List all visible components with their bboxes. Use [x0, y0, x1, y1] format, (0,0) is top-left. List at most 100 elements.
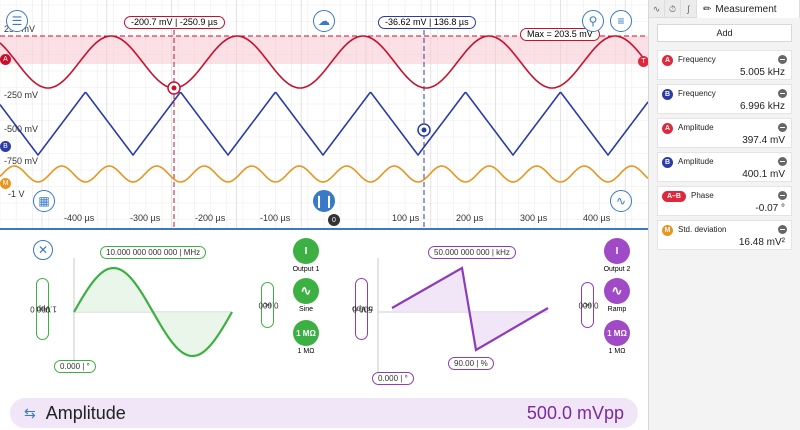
out2-power-button[interactable]: I	[604, 238, 630, 264]
out2-symmetry-field[interactable]: 90.00 | %	[448, 357, 494, 370]
measurement-item[interactable]: A Frequency 5.005 kHz	[657, 50, 792, 80]
out1-waveform	[73, 266, 233, 358]
parameter-value[interactable]: 500.0 mVpp	[526, 402, 624, 423]
out2-wave-label: Ramp	[607, 306, 627, 313]
measurement-value: 400.1 mV	[742, 169, 785, 180]
remove-measurement-icon[interactable]	[778, 123, 787, 132]
out1-impedance-button[interactable]: 1 MΩ	[293, 320, 319, 346]
ruler-icon: ✏	[703, 3, 712, 15]
channel-b-trace	[0, 91, 648, 157]
out2-waveform	[391, 266, 549, 352]
measurement-name: Frequency	[678, 55, 716, 64]
channel-m-trace	[0, 165, 648, 183]
out1-amplitude-field[interactable]: 1.000 0 | Vpp	[29, 278, 56, 340]
out2-phase-value: 0.000	[378, 374, 399, 383]
grid-icon[interactable]: ▦	[33, 190, 55, 212]
remove-measurement-icon[interactable]	[778, 191, 787, 200]
waveform-icon[interactable]: ∿	[610, 190, 632, 212]
time-label: -400 µs	[64, 213, 95, 223]
oscilloscope-display[interactable]: 250 mV -250 mV -500 mV -750 mV -1 V -400…	[0, 0, 648, 228]
measurement-value: -0.07 °	[755, 203, 785, 214]
out2-frequency-field[interactable]: 50.000 000 000 | kHz	[428, 246, 516, 259]
channel-badge: B	[662, 89, 673, 100]
tab-timer-icon[interactable]: ⏱	[665, 0, 681, 18]
remove-measurement-icon[interactable]	[778, 225, 787, 234]
out1-offset-field[interactable]: ⊻ 0.000	[257, 282, 278, 328]
measurement-value: 6.996 kHz	[739, 101, 785, 112]
out2-frequency-unit: kHz	[496, 248, 510, 257]
scope-divider	[0, 228, 648, 230]
level-label: -750 mV	[4, 156, 39, 166]
zoom-icon[interactable]: ⚲	[582, 10, 604, 32]
measurement-item[interactable]: B Frequency 6.996 kHz	[657, 84, 792, 114]
channel-badge: B	[662, 157, 673, 168]
cloud-upload-icon[interactable]: ☁	[313, 10, 335, 32]
cursor2-readout[interactable]: -36.62 mV | 136.8 µs	[378, 16, 476, 29]
out2-amplitude-field[interactable]: 500.0 | mVpp	[351, 278, 372, 340]
measurement-name: Phase	[691, 191, 714, 200]
add-measurement-button[interactable]: Add	[657, 24, 792, 42]
measurement-name: Amplitude	[678, 123, 714, 132]
measurement-value: 5.005 kHz	[739, 67, 785, 78]
measurement-name: Amplitude	[678, 157, 714, 166]
channel-b-marker[interactable]: B	[0, 141, 11, 152]
out1-phase-value: 0.000	[60, 362, 81, 371]
out2-phase-field[interactable]: 0.000 | °	[372, 372, 414, 385]
sidebar-tabs: ∿ ⏱ ∫ ✏ Measurement	[649, 0, 800, 18]
out2-offset-field[interactable]: ⊻ 0.000	[577, 282, 598, 328]
channel-a-trace	[0, 35, 648, 89]
measurement-item[interactable]: A–B Phase -0.07 °	[657, 186, 792, 216]
measurement-name: Frequency	[678, 89, 716, 98]
out1-frequency-field[interactable]: 10.000 000 000 000 | MHz	[100, 246, 207, 259]
out1-power-button[interactable]: I	[293, 238, 319, 264]
remove-measurement-icon[interactable]	[778, 55, 787, 64]
trigger-level-marker[interactable]: T	[638, 56, 648, 67]
pause-icon[interactable]: ❙❙	[313, 190, 335, 212]
parameter-bar[interactable]: ⇆ Amplitude 500.0 mVpp	[10, 398, 638, 428]
generator-preview	[73, 258, 549, 372]
measurement-name: Std. deviation	[678, 225, 727, 234]
out1-offset-value: 0.000	[257, 300, 278, 310]
out2-impedance-label: 1 MΩ	[608, 348, 626, 355]
out1-output-label: Output 1	[292, 266, 320, 273]
out1-wave-label: Sine	[298, 306, 313, 313]
out1-frequency-value: 10.000 000 000 000	[106, 248, 178, 257]
tab-measurement-label: Measurement	[715, 3, 777, 15]
measurement-item[interactable]: M Std. deviation 16.48 mV²	[657, 220, 792, 250]
out2-impedance-button[interactable]: 1 MΩ	[604, 320, 630, 346]
measurement-item[interactable]: B Amplitude 400.1 mV	[657, 152, 792, 182]
swap-arrows-icon[interactable]: ⇆	[24, 404, 36, 421]
measurement-value: 397.4 mV	[742, 135, 785, 146]
time-label: 400 µs	[583, 213, 611, 223]
menu-icon[interactable]: ☰	[6, 10, 28, 32]
time-label: 100 µs	[392, 213, 420, 223]
tab-measurement[interactable]: ✏ Measurement	[697, 0, 800, 18]
sine-wave-icon[interactable]: ∿	[293, 278, 319, 304]
out1-impedance-label: 1 MΩ	[297, 348, 315, 355]
remove-measurement-icon[interactable]	[778, 89, 787, 98]
parameter-name: Amplitude	[45, 402, 126, 423]
remove-measurement-icon[interactable]	[778, 157, 787, 166]
channel-badge: A	[662, 55, 673, 66]
out1-phase-field[interactable]: 0.000 | °	[54, 360, 96, 373]
measurement-item[interactable]: A Amplitude 397.4 mV	[657, 118, 792, 148]
cursor1-readout[interactable]: -200.7 mV | -250.9 µs	[124, 16, 225, 29]
channel-m-marker[interactable]: M	[0, 178, 11, 189]
settings-sliders-icon[interactable]: ≡	[610, 10, 632, 32]
level-label: -250 mV	[4, 90, 39, 100]
out2-output-label: Output 2	[603, 266, 631, 273]
waveform-plot	[0, 0, 648, 228]
trigger-marker[interactable]: 0	[328, 214, 340, 226]
channel-a-marker[interactable]: A	[0, 54, 11, 65]
out2-symmetry-unit: %	[480, 359, 488, 368]
time-label: 300 µs	[520, 213, 548, 223]
time-label: -100 µs	[260, 213, 291, 223]
ramp-wave-icon[interactable]: ∿	[604, 278, 630, 304]
measurement-value: 16.48 mV²	[738, 237, 785, 248]
tab-waveform-icon[interactable]: ∿	[649, 0, 665, 18]
out2-amplitude-unit: mVpp	[351, 304, 372, 314]
tab-math-icon[interactable]: ∫	[681, 0, 697, 18]
close-icon[interactable]: ✕	[33, 240, 53, 260]
sidebar: ∿ ⏱ ∫ ✏ Measurement Add A Frequency 5.00…	[648, 0, 800, 430]
